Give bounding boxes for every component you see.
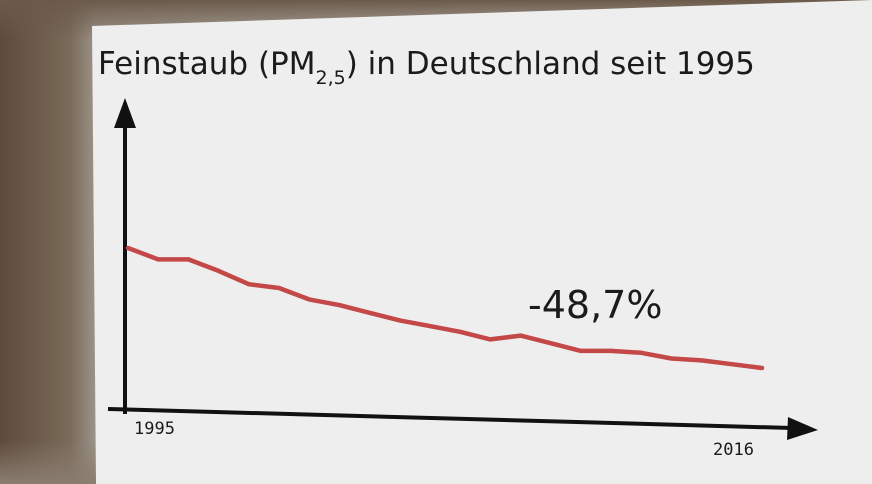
data-point [760,366,764,370]
series-line [125,245,765,371]
data-point [639,350,644,355]
data-point [488,337,493,342]
data-point [156,257,161,262]
chart-title-main: Feinstaub (PM [98,46,315,82]
data-point [186,257,191,262]
chart-title: Feinstaub (PM2,5) in Deutschland seit 19… [98,46,755,89]
y-axis-arrow-icon [114,98,136,128]
series-points [126,246,764,370]
data-point [548,341,553,346]
x-tick-label-start: 1995 [134,419,175,439]
data-point [427,324,432,329]
chart-card [92,0,872,484]
x-axis [107,407,793,430]
data-point [216,268,221,273]
data-point [126,246,130,250]
data-point [578,348,583,353]
data-point [397,318,402,323]
x-axis-arrow-icon [787,417,818,440]
chart-title-subscript: 2,5 [315,67,345,89]
data-point [669,356,674,361]
data-point [518,333,523,338]
data-point [337,303,342,308]
change-annotation: -48,7% [528,283,662,327]
data-point [367,310,372,315]
data-point [609,348,613,353]
chart-title-rest: ) in Deutschland seit 1995 [346,46,755,82]
data-point [699,358,704,363]
x-tick-label-end: 2016 [713,440,754,460]
data-point [458,329,463,334]
data-point [277,286,281,290]
data-point [729,362,734,367]
data-point [246,282,251,287]
data-point [307,297,312,302]
